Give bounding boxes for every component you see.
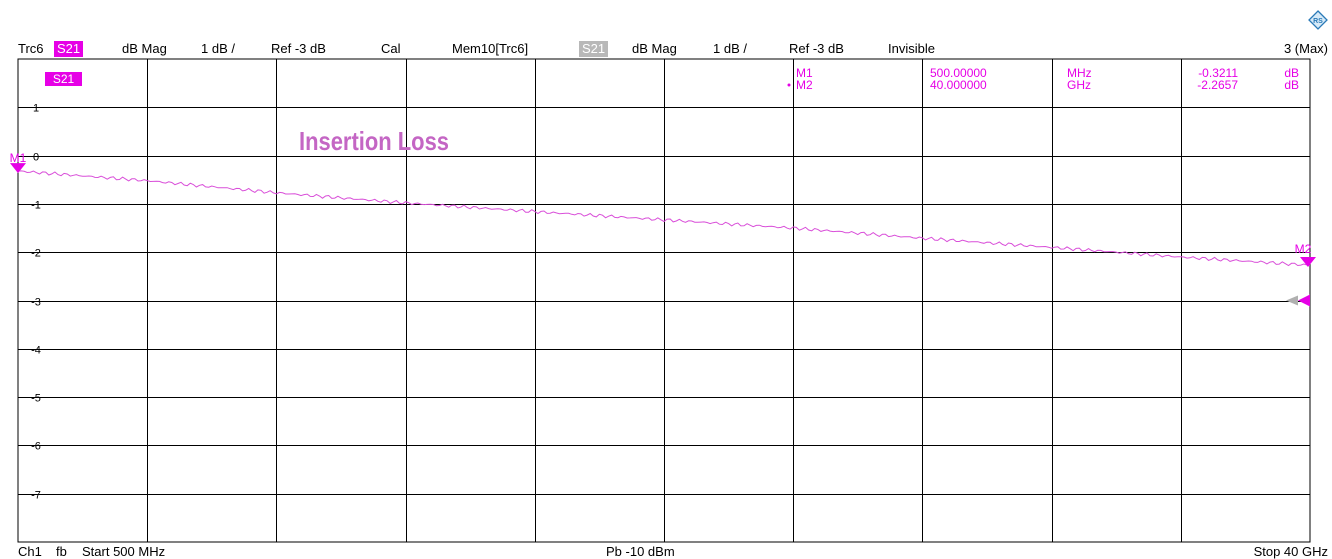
mem-scale[interactable]: 1 dB / <box>713 41 747 56</box>
cal-indicator: Cal <box>381 41 401 56</box>
marker-m2-label: M2 <box>1295 242 1312 256</box>
marker-m1-label: M1 <box>10 151 27 165</box>
trace-label: S21 <box>53 72 75 86</box>
marker-readout-name: M2 <box>796 78 813 92</box>
marker-readout-y-value: -0.3211 <box>1198 66 1238 80</box>
start-frequency[interactable]: Start 500 MHz <box>82 544 166 559</box>
marker-readout-y-unit: dB <box>1284 78 1299 92</box>
trace-scale[interactable]: 1 dB / <box>201 41 235 56</box>
y-tick-label: -2 <box>31 248 41 260</box>
y-tick-label: -5 <box>31 393 41 405</box>
marker-readout-y-value: -2.2657 <box>1197 78 1238 92</box>
marker-m1-icon[interactable] <box>10 163 26 174</box>
marker-readout-x-value: 40.000000 <box>930 78 987 92</box>
y-tick-label: -4 <box>31 345 41 357</box>
y-tick-label: -6 <box>31 441 41 453</box>
window-indicator[interactable]: 3 (Max) <box>1283 41 1328 56</box>
mem-format[interactable]: dB Mag <box>632 41 677 56</box>
reference-level-marker[interactable] <box>1298 294 1310 307</box>
stop-frequency[interactable]: Stop 40 GHz <box>1253 544 1328 559</box>
y-tick-label: -3 <box>31 297 41 309</box>
sweep-mode: fb <box>56 544 67 559</box>
y-tick-label: 0 <box>33 152 39 164</box>
port-power[interactable]: Pb -10 dBm <box>606 544 675 559</box>
trace-name[interactable]: Trc6 <box>18 41 44 56</box>
marker-readout-x-unit: GHz <box>1067 78 1091 92</box>
mem-param-badge[interactable]: S21 <box>579 41 609 57</box>
mem-trace-name[interactable]: Mem10[Trc6] <box>452 41 529 56</box>
marker-m2-icon[interactable] <box>1300 257 1316 268</box>
marker-readout-x-value: 500.00000 <box>930 66 987 80</box>
rohde-schwarz-logo-icon: RS <box>1308 10 1328 30</box>
channel-status-bar: Ch1 fb Start 500 MHz Pb -10 dBm Stop 40 … <box>18 544 1328 559</box>
mem-visibility: Invisible <box>888 41 935 56</box>
trace-label-badge[interactable] <box>45 72 82 86</box>
svg-text:RS: RS <box>1313 18 1323 25</box>
y-tick-label: 1 <box>33 103 39 115</box>
y-tick-label: -7 <box>31 490 41 502</box>
marker-readout-name: M1 <box>796 66 813 80</box>
trace-param-badge[interactable]: S21 <box>54 41 84 57</box>
trace-line[interactable] <box>17 170 1311 267</box>
trace-ref[interactable]: Ref -3 dB <box>271 41 326 56</box>
memory-reference-marker <box>1286 295 1298 306</box>
insertion-loss-annotation: Insertion Loss <box>299 126 449 156</box>
y-tick-label: -1 <box>31 200 41 212</box>
trace-status-bar: Trc6 S21 dB Mag 1 dB / Ref -3 dB Cal Mem… <box>18 41 1328 57</box>
marker-readout-y-unit: dB <box>1284 66 1299 80</box>
marker-readout-x-unit: MHz <box>1067 66 1092 80</box>
trace-format[interactable]: dB Mag <box>122 41 167 56</box>
mem-ref[interactable]: Ref -3 dB <box>789 41 844 56</box>
active-marker-indicator <box>787 83 791 87</box>
channel-name[interactable]: Ch1 <box>18 544 42 559</box>
